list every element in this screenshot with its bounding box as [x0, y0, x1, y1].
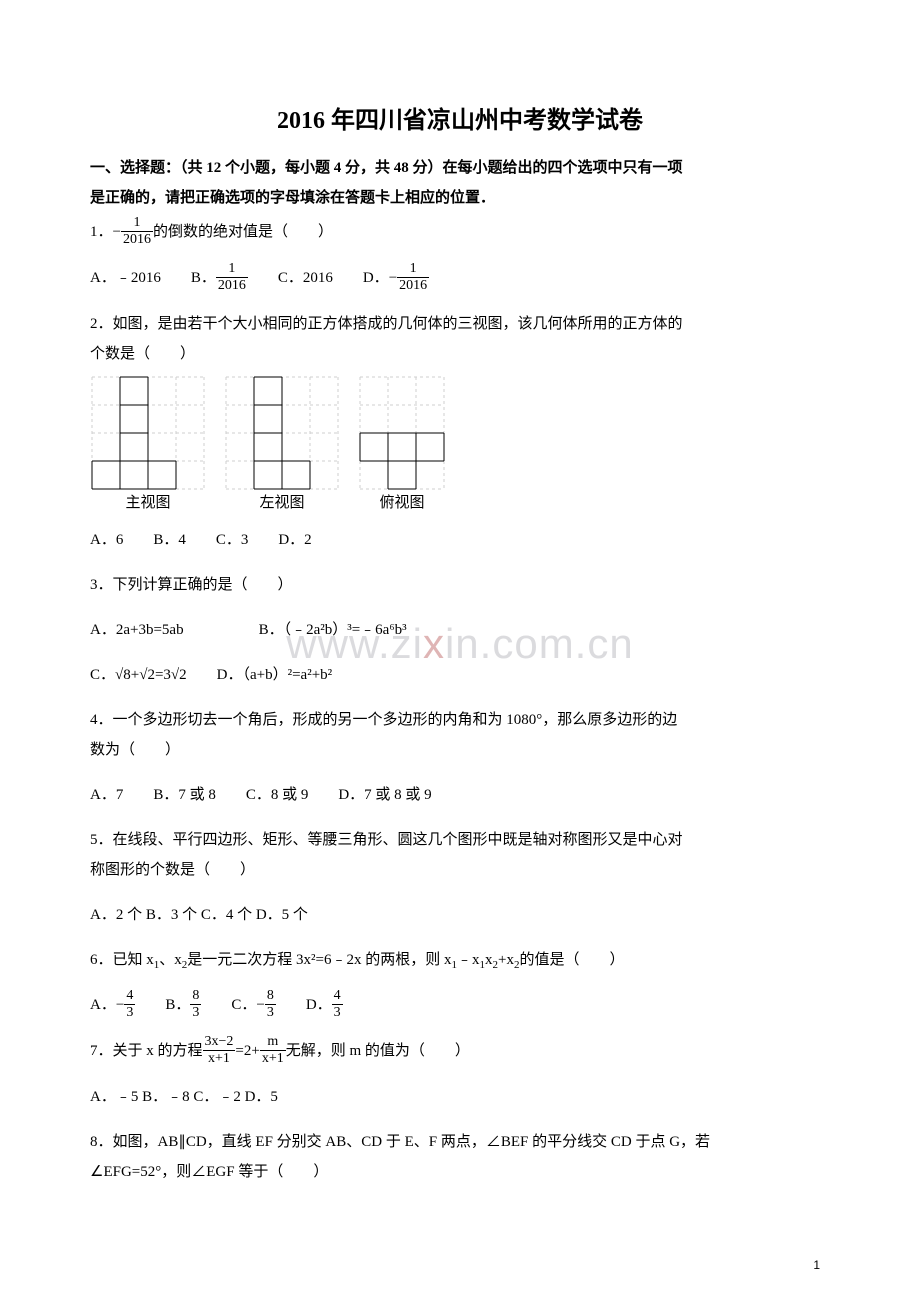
- q1-optB-n: 1: [216, 262, 248, 277]
- q7-f1-d: x+1: [203, 1050, 236, 1066]
- svg-text:俯视图: 俯视图: [379, 494, 424, 510]
- q6-D-d: 3: [332, 1004, 343, 1020]
- q6-options: A．−43 B．83 C．−83 D．43: [90, 990, 830, 1021]
- q5-line2: 称图形的个数是（ ）: [90, 862, 255, 878]
- q6-m3: ﹣x: [457, 952, 480, 968]
- q1-optB-d: 2016: [216, 277, 248, 293]
- question-7: 7．关于 x 的方程3x−2x+1=2+mx+1无解，则 m 的值为（ ）: [90, 1036, 830, 1067]
- q6-B-n: 8: [190, 989, 201, 1004]
- question-5: 5．在线段、平行四边形、矩形、等腰三角形、圆这几个图形中既是轴对称图形又是中心对…: [90, 825, 830, 885]
- q1-optC: C．2016 D．: [248, 270, 389, 286]
- q6-C-pre: C．: [201, 997, 256, 1013]
- q1-frac: 12016: [121, 216, 153, 247]
- q1-optB-frac: 12016: [216, 262, 248, 293]
- q8-line2: ∠EFG=52°，则∠EGF 等于（ ）: [90, 1164, 328, 1180]
- q1-options: A．﹣2016 B．12016 C．2016 D．−12016: [90, 263, 830, 294]
- q5-options: A．2 个 B．3 个 C．4 个 D．5 个: [90, 900, 830, 930]
- q6-m1: 、x: [159, 952, 182, 968]
- q3-lineCD: C．√8+√2=3√2 D．（a+b）²=a²+b²: [90, 660, 830, 690]
- q8-line1: 8．如图，AB∥CD，直线 EF 分别交 AB、CD 于 E、F 两点，∠BEF…: [90, 1134, 710, 1150]
- page-number: 1: [813, 1258, 820, 1272]
- q5-line1: 5．在线段、平行四边形、矩形、等腰三角形、圆这几个图形中既是轴对称图形又是中心对: [90, 832, 683, 848]
- views-svg: 主视图 左视图 俯视图: [90, 375, 490, 510]
- q1-post: 的倒数的绝对值是（ ）: [153, 224, 333, 240]
- q6-D-pre: D．: [276, 997, 332, 1013]
- svg-text:主视图: 主视图: [125, 494, 170, 510]
- section-heading: 一、选择题：（共 12 个小题，每小题 4 分，共 48 分）在每小题给出的四个…: [90, 153, 830, 213]
- q7-f2-n: m: [260, 1035, 286, 1050]
- q3-C-pre: C．: [90, 667, 115, 683]
- q6-C-frac: 83: [265, 989, 276, 1020]
- q3-C-post: D．（a+b）²=a²+b²: [187, 667, 333, 683]
- q7-options: A．﹣5 B．﹣8 C．﹣2 D．5: [90, 1082, 830, 1112]
- q4-options: A．7 B．7 或 8 C．8 或 9 D．7 或 8 或 9: [90, 780, 830, 810]
- question-8: 8．如图，AB∥CD，直线 EF 分别交 AB、CD 于 E、F 两点，∠BEF…: [90, 1127, 830, 1187]
- q2-options: A．6 B．4 C．3 D．2: [90, 525, 830, 555]
- q3-lineAB: A．2a+3b=5ab B．（﹣2a²b）³=﹣6a⁶b³: [90, 615, 830, 645]
- page-title: 2016 年四川省凉山州中考数学试卷: [90, 100, 830, 135]
- q6-m2: 是一元二次方程 3x²=6﹣2x 的两根，则 x: [187, 952, 451, 968]
- q1-optA: A．﹣2016 B．: [90, 270, 216, 286]
- q7-frac2: mx+1: [260, 1035, 286, 1066]
- question-2: 2．如图，是由若干个大小相同的正方体搭成的几何体的三视图，该几何体所用的正方体的…: [90, 309, 830, 369]
- q1-optD-frac: 12016: [397, 262, 429, 293]
- q4-line1: 4．一个多边形切去一个角后，形成的另一个多边形的内角和为 1080°，那么原多边…: [90, 712, 677, 728]
- q3-C-sqrt: √8+√2=3√2: [115, 667, 187, 683]
- svg-text:左视图: 左视图: [259, 494, 304, 510]
- q6-m5: +x: [498, 952, 514, 968]
- q6-post: 的值是（ ）: [519, 952, 624, 968]
- q6-B-d: 3: [190, 1004, 201, 1020]
- q6-D-frac: 43: [332, 989, 343, 1020]
- q1-frac-den: 2016: [121, 231, 153, 247]
- q1-optD-neg: −: [389, 270, 397, 286]
- q6-C-n: 8: [265, 989, 276, 1004]
- q6-C-neg: −: [256, 997, 264, 1013]
- q7-pre: 7．关于 x 的方程: [90, 1043, 203, 1059]
- q6-A-n: 4: [124, 989, 135, 1004]
- q1-optD-d: 2016: [397, 277, 429, 293]
- section-head-line1: 一、选择题：（共 12 个小题，每小题 4 分，共 48 分）在每小题给出的四个…: [90, 160, 683, 176]
- q1-frac-num: 1: [121, 216, 153, 231]
- q1-optD-n: 1: [397, 262, 429, 277]
- q7-post: 无解，则 m 的值为（ ）: [286, 1043, 470, 1059]
- q6-A-pre: A．: [90, 997, 116, 1013]
- q6-pre: 6．已知 x: [90, 952, 154, 968]
- q1-pre: 1．: [90, 224, 113, 240]
- q7-f1-n: 3x−2: [203, 1035, 236, 1050]
- q7-f2-d: x+1: [260, 1050, 286, 1066]
- q1-neg: −: [113, 224, 121, 240]
- q6-A-neg: −: [116, 997, 124, 1013]
- q6-D-n: 4: [332, 989, 343, 1004]
- q4-line2: 数为（ ）: [90, 742, 180, 758]
- q6-C-d: 3: [265, 1004, 276, 1020]
- q6-A-d: 3: [124, 1004, 135, 1020]
- section-head-line2: 是正确的，请把正确选项的字母填涂在答题卡上相应的位置．: [90, 190, 495, 206]
- q6-B-frac: 83: [190, 989, 201, 1020]
- q2-line1: 2．如图，是由若干个大小相同的正方体搭成的几何体的三视图，该几何体所用的正方体的: [90, 316, 683, 332]
- three-views-figure: 主视图 左视图 俯视图: [90, 375, 830, 510]
- q7-mid1: =2+: [235, 1043, 259, 1059]
- question-6: 6．已知 x1、x2是一元二次方程 3x²=6﹣2x 的两根，则 x1﹣x1x2…: [90, 945, 830, 975]
- q6-m4: x: [485, 952, 493, 968]
- q6-B-pre: B．: [135, 997, 190, 1013]
- q6-A-frac: 43: [124, 989, 135, 1020]
- question-3: 3．下列计算正确的是（ ）: [90, 570, 830, 600]
- question-4: 4．一个多边形切去一个角后，形成的另一个多边形的内角和为 1080°，那么原多边…: [90, 705, 830, 765]
- q7-frac1: 3x−2x+1: [203, 1035, 236, 1066]
- q2-line2: 个数是（ ）: [90, 346, 195, 362]
- question-1: 1．−12016的倒数的绝对值是（ ）: [90, 217, 830, 248]
